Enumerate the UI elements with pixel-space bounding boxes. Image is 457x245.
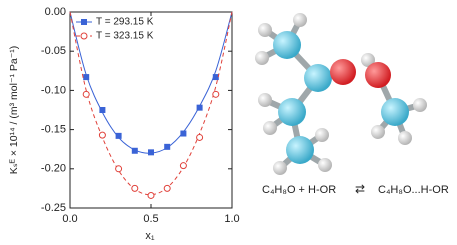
marker [180, 131, 186, 137]
marker [99, 132, 105, 138]
x-tick-label: 0.0 [62, 213, 77, 225]
marker [132, 148, 138, 154]
marker [197, 134, 203, 140]
equation-arrow: ⇄ [355, 182, 365, 196]
marker [213, 91, 219, 97]
y-tick-label: 0.00 [45, 6, 66, 18]
marker [164, 185, 170, 191]
marker [83, 91, 89, 97]
y-tick-label: -0.05 [41, 45, 66, 57]
y-axis-label: Kₛᴱ × 10¹⁴ / (m³ mol⁻¹ Pa⁻¹) [8, 46, 20, 175]
equation-left: C₄H₈O + H-OR [262, 184, 336, 196]
figure: C₄H₈O + H-OR ⇄ C₄H₈O...H-OR x₁ Kₛᴱ × 10¹… [0, 0, 457, 245]
legend-marker [81, 33, 87, 39]
legend-marker [81, 19, 87, 25]
marker [180, 163, 186, 169]
y-tick-label: -0.15 [41, 124, 66, 136]
x-axis-label: x₁ [145, 230, 155, 242]
y-tick-label: -0.20 [41, 163, 66, 175]
x-tick-label: 0.5 [143, 213, 158, 225]
marker [132, 185, 138, 191]
x-tick-label: 1.0 [224, 213, 239, 225]
y-tick-label: -0.10 [41, 84, 66, 96]
legend-label: T = 323.15 K [96, 31, 154, 42]
equation-right: C₄H₈O...H-OR [378, 184, 449, 196]
legend-label: T = 293.15 K [96, 17, 154, 28]
marker [197, 105, 203, 111]
marker [116, 133, 122, 139]
marker [99, 107, 105, 113]
marker [148, 192, 154, 198]
marker [116, 166, 122, 172]
marker [164, 144, 170, 150]
marker [83, 74, 89, 80]
marker [148, 149, 154, 155]
molecules [255, 13, 427, 175]
